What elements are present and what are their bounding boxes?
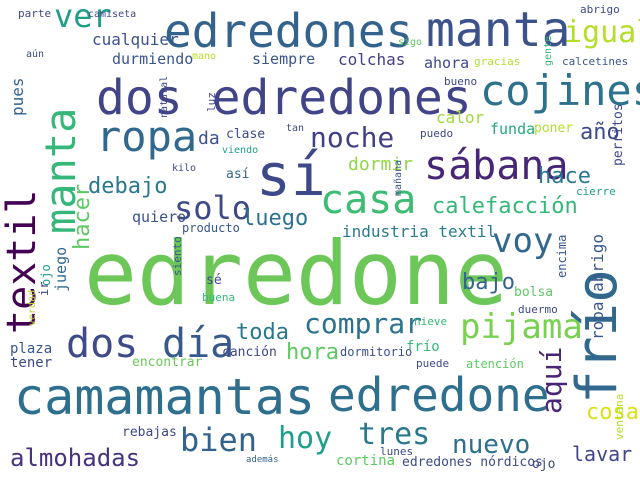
word-abrigo: abrigo bbox=[580, 3, 620, 16]
word-toda: toda bbox=[236, 320, 289, 345]
word-dos: dos bbox=[66, 321, 139, 367]
word-cosa: cosa bbox=[586, 400, 639, 425]
word-tres: tres bbox=[358, 417, 431, 452]
word-casa: casa bbox=[320, 177, 417, 223]
word-ademas: además bbox=[246, 455, 279, 465]
word-aqui-vertical: aquí bbox=[535, 346, 568, 414]
word-pues-vertical: pues bbox=[8, 77, 27, 116]
word-hoy: hoy bbox=[278, 421, 333, 456]
word-comprar: comprar bbox=[304, 307, 423, 340]
word-tan: tan bbox=[286, 123, 305, 134]
word-atencion: atención bbox=[466, 357, 524, 371]
word-dia: día bbox=[162, 321, 235, 367]
word-bajo: bajo bbox=[462, 270, 515, 295]
word-sabana: sábana bbox=[424, 143, 569, 189]
word-hora: hora bbox=[286, 340, 339, 365]
word-voy: voy bbox=[492, 221, 554, 261]
word-durmiendo: durmiendo bbox=[112, 50, 194, 68]
word-camamantas: camamantas bbox=[14, 368, 316, 426]
word-parte: parte bbox=[18, 7, 52, 20]
word-camiseta: camiseta bbox=[88, 9, 137, 20]
word-dormir: dormir bbox=[348, 154, 414, 175]
word-pijama: pijama bbox=[460, 307, 583, 347]
word-encontrar: encontrar bbox=[132, 355, 203, 370]
word-ventana-vertical: ventana bbox=[613, 393, 626, 440]
word-plaza: plaza bbox=[10, 341, 53, 357]
word-gracias: gracias bbox=[474, 55, 521, 68]
word-perritos-vertical: perritos bbox=[611, 103, 626, 166]
word-ropa-abrigo-vertical: ropa abrigo bbox=[588, 234, 607, 340]
word-edredones-top: edredones bbox=[164, 4, 414, 58]
word-bolsa: bolsa bbox=[514, 285, 554, 300]
word-producto: producto bbox=[182, 221, 240, 235]
word-funda: funda bbox=[490, 120, 536, 138]
word-puede: puede bbox=[416, 357, 450, 370]
word-gente-vertical: gente bbox=[543, 35, 554, 66]
word-colchas: colchas bbox=[338, 50, 406, 69]
word-hace: hace bbox=[538, 164, 591, 189]
word-siempre: siempre bbox=[252, 50, 316, 68]
word-clase: clase bbox=[226, 127, 266, 142]
word-dormitorio: dormitorio bbox=[340, 345, 413, 359]
word-encima-vertical: encima bbox=[555, 234, 569, 278]
word-solo: solo bbox=[174, 189, 252, 227]
word-natural-vertical: natural bbox=[159, 75, 170, 118]
word-duermo: duermo bbox=[518, 303, 558, 316]
word-da: da bbox=[198, 128, 220, 149]
word-manana-vertical: mañana bbox=[393, 159, 404, 196]
word-cierre: cierre bbox=[576, 185, 616, 198]
word-puedo: puedo bbox=[420, 127, 454, 140]
word-ojo-bottom: ojo bbox=[532, 457, 556, 472]
word-rebajas: rebajas bbox=[122, 425, 177, 440]
word-nieve: nieve bbox=[414, 315, 448, 328]
word-noche: noche bbox=[310, 121, 395, 154]
word-kilo: kilo bbox=[172, 163, 197, 174]
word-igual: igual bbox=[564, 15, 640, 50]
word-calcetines: calcetines bbox=[562, 55, 629, 68]
word-ahora: ahora bbox=[424, 54, 470, 72]
word-cojines: cojines bbox=[480, 66, 640, 115]
word-si: sí bbox=[256, 141, 326, 209]
word-cualquier: cualquier bbox=[92, 30, 179, 49]
word-cortina: cortina bbox=[336, 453, 396, 469]
word-hacer-vertical: hacer bbox=[70, 183, 95, 250]
word-nuevo: nuevo bbox=[452, 430, 531, 460]
word-edredones-nordicos: edredones nórdicos bbox=[402, 455, 543, 470]
word-aun: aún bbox=[26, 49, 45, 60]
word-juego-vertical: juego bbox=[52, 246, 70, 292]
word-mano: mano bbox=[192, 51, 217, 62]
word-buena: buena bbox=[202, 291, 236, 304]
word-edredone: edredone bbox=[328, 368, 550, 422]
word-luz-vertical: luz bbox=[205, 92, 218, 112]
word-sigo: sigo bbox=[398, 37, 423, 48]
word-quiero: quiero bbox=[132, 208, 187, 226]
word-asi: así bbox=[226, 167, 250, 182]
word-debajo: debajo bbox=[88, 174, 168, 199]
word-se: sé bbox=[206, 273, 222, 288]
word-lavar: lavar bbox=[572, 442, 633, 466]
word-ano: año bbox=[580, 120, 620, 145]
word-ir-vertical: ir bbox=[37, 281, 51, 296]
word-bien: bien bbox=[180, 421, 258, 459]
word-ropa: ropa bbox=[96, 112, 198, 161]
word-frio-small: frío bbox=[406, 339, 440, 355]
word-ver: ver bbox=[54, 0, 112, 35]
word-manta-top: manta bbox=[426, 2, 571, 58]
word-tener: tener bbox=[10, 355, 53, 371]
word-viendo: viendo bbox=[222, 145, 259, 156]
word-dos-edredones: dos edredones bbox=[96, 70, 472, 126]
word-calor: calor bbox=[436, 108, 485, 127]
word-industria-textil: industria textil bbox=[342, 222, 497, 241]
word-almohadas: almohadas bbox=[10, 444, 141, 472]
word-calefaccion: calefacción bbox=[432, 194, 578, 219]
word-edredone-large: edredone bbox=[84, 222, 508, 325]
word-bueno: bueno bbox=[444, 75, 478, 88]
word-luego: luego bbox=[242, 206, 309, 231]
word-verdad-vertical: verdad bbox=[27, 289, 38, 326]
word-siento-vertical: siento bbox=[171, 236, 184, 276]
word-lunes: lunes bbox=[380, 445, 414, 458]
word-poner: poner bbox=[534, 121, 574, 136]
word-cancion: canción bbox=[222, 345, 277, 360]
